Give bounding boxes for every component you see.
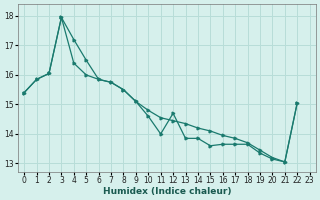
X-axis label: Humidex (Indice chaleur): Humidex (Indice chaleur) xyxy=(103,187,231,196)
